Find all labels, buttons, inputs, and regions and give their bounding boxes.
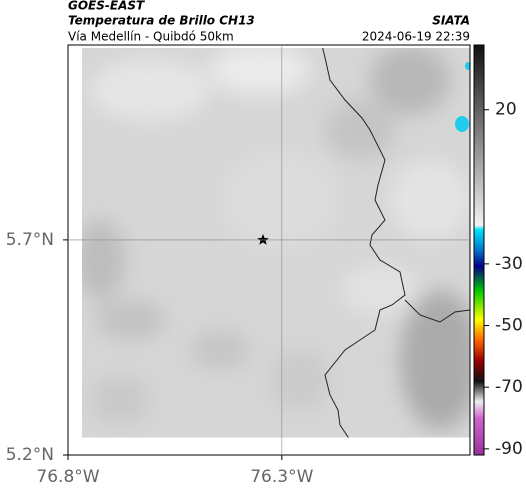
product: Temperatura de Brillo CH13 [68, 14, 255, 28]
lat-tick-label: 5.2°N [6, 445, 54, 465]
map-frame [67, 44, 471, 456]
location-marker [257, 234, 269, 245]
lon-tick-label: 76.8°W [36, 467, 99, 487]
colorbar-tick-label: 20 [495, 100, 517, 120]
colorbar [473, 44, 485, 456]
satellite-image [82, 48, 470, 438]
colorbar-tick-label: -50 [495, 316, 523, 336]
colorbar-tick-label: -90 [495, 439, 523, 459]
colorbar-tick-label: -70 [495, 377, 523, 397]
lon-tick-label: 76.3°W [250, 467, 313, 487]
source: SIATA [432, 14, 470, 28]
region: Vía Medellín - Quibdó 50km [68, 30, 234, 44]
datetime: 2024-06-19 22:39 [362, 30, 470, 44]
satellite: GOES-EAST [68, 0, 145, 13]
colorbar-tick-label: -30 [495, 254, 523, 274]
lat-tick-label: 5.7°N [6, 230, 54, 250]
